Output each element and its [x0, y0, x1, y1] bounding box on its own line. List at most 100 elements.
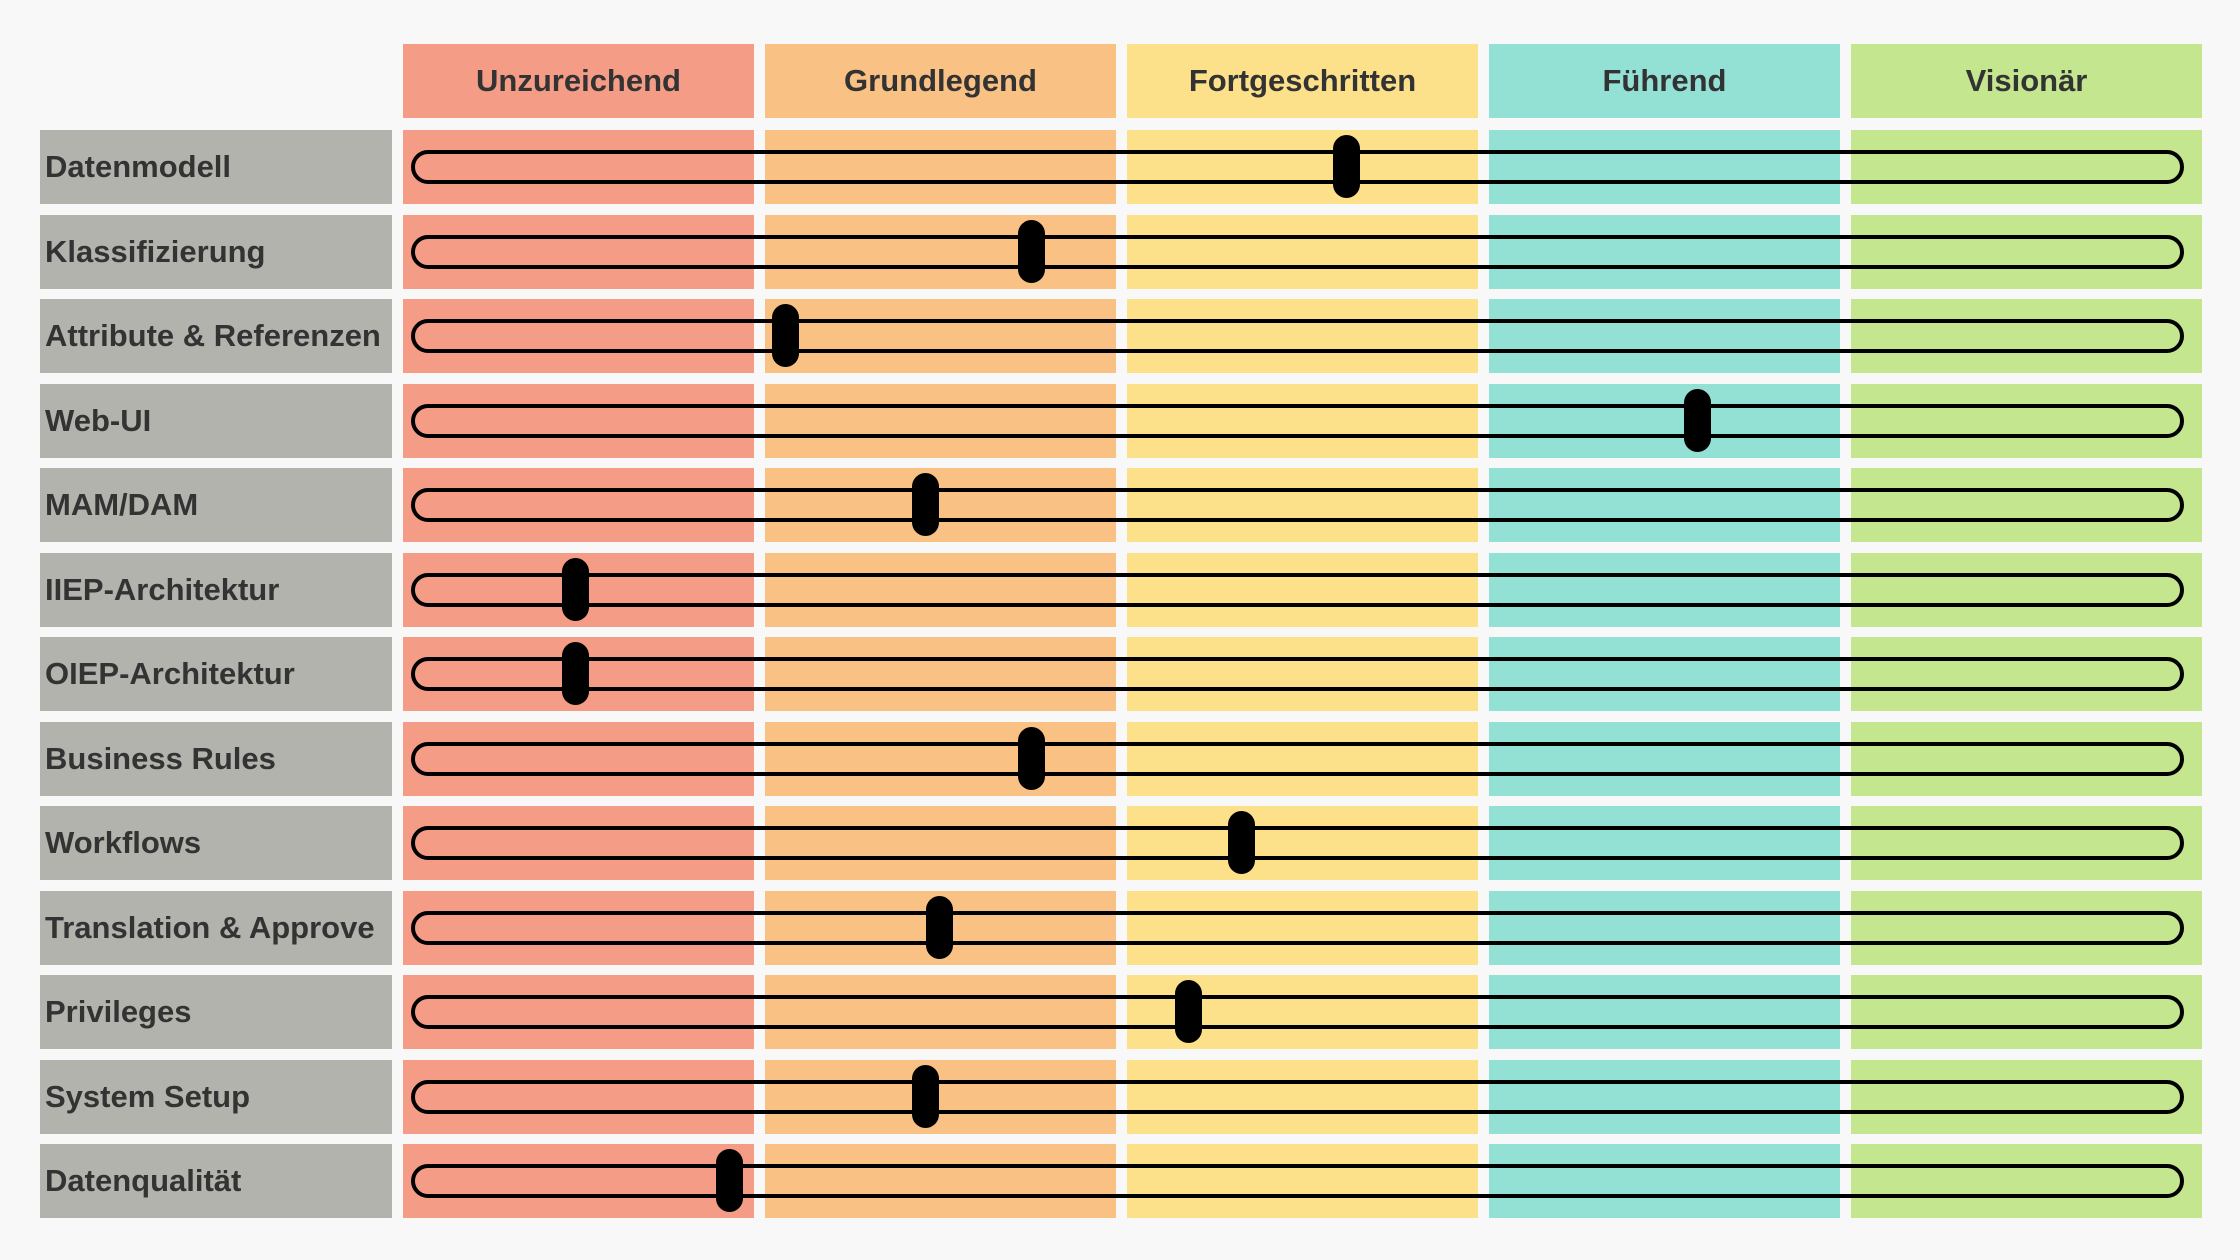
level-band	[403, 384, 754, 458]
level-band	[403, 722, 754, 796]
slider-knob[interactable]	[912, 1065, 939, 1128]
slider-track[interactable]	[411, 911, 2184, 945]
slider-track[interactable]	[411, 150, 2184, 184]
row-label: Business Rules	[40, 722, 392, 796]
level-header: Visionär	[1851, 44, 2202, 118]
slider-track[interactable]	[411, 319, 2184, 353]
level-band	[1851, 806, 2202, 880]
level-band	[1851, 1060, 2202, 1134]
level-band	[1489, 1060, 1840, 1134]
level-band	[1489, 722, 1840, 796]
slider-track[interactable]	[411, 742, 2184, 776]
level-band	[403, 299, 754, 373]
level-band	[1851, 722, 2202, 796]
level-band	[1127, 553, 1478, 627]
level-band	[765, 1144, 1116, 1218]
slider-knob[interactable]	[926, 896, 953, 959]
slider-track[interactable]	[411, 1080, 2184, 1114]
level-band	[1127, 722, 1478, 796]
level-band	[1851, 384, 2202, 458]
row-label: Privileges	[40, 975, 392, 1049]
level-band	[1851, 1144, 2202, 1218]
level-band	[765, 637, 1116, 711]
slider-track[interactable]	[411, 235, 2184, 269]
level-band	[1851, 468, 2202, 542]
level-band	[403, 468, 754, 542]
slider-track[interactable]	[411, 404, 2184, 438]
level-header: Führend	[1489, 44, 1840, 118]
row-label: Translation & Approve	[40, 891, 392, 965]
level-band	[1851, 553, 2202, 627]
level-band	[765, 130, 1116, 204]
level-band	[403, 806, 754, 880]
slider-track[interactable]	[411, 826, 2184, 860]
level-band	[1851, 130, 2202, 204]
level-band	[403, 1060, 754, 1134]
level-band	[1127, 299, 1478, 373]
row-label: System Setup	[40, 1060, 392, 1134]
level-band	[1489, 637, 1840, 711]
row-label: Datenqualität	[40, 1144, 392, 1218]
slider-knob[interactable]	[1228, 811, 1255, 874]
slider-knob[interactable]	[562, 642, 589, 705]
level-band	[1127, 806, 1478, 880]
level-band	[1127, 1060, 1478, 1134]
level-band	[1489, 468, 1840, 542]
level-band	[1489, 299, 1840, 373]
row-label: OIEP-Architektur	[40, 637, 392, 711]
level-band	[765, 975, 1116, 1049]
slider-track[interactable]	[411, 488, 2184, 522]
level-band	[1127, 1144, 1478, 1218]
level-band	[1489, 806, 1840, 880]
level-header: Unzureichend	[403, 44, 754, 118]
level-band	[765, 806, 1116, 880]
level-band	[1127, 384, 1478, 458]
row-label: Attribute & Referenzen	[40, 299, 392, 373]
level-band	[1127, 215, 1478, 289]
level-band	[403, 130, 754, 204]
level-band	[1851, 891, 2202, 965]
level-band	[765, 468, 1116, 542]
level-band	[765, 553, 1116, 627]
level-band	[765, 722, 1116, 796]
level-band	[1127, 637, 1478, 711]
slider-knob[interactable]	[1175, 980, 1202, 1043]
level-band	[1489, 891, 1840, 965]
slider-knob[interactable]	[1018, 220, 1045, 283]
slider-knob[interactable]	[772, 304, 799, 367]
level-band	[403, 1144, 754, 1218]
level-band	[403, 975, 754, 1049]
level-band	[1489, 215, 1840, 289]
slider-knob[interactable]	[562, 558, 589, 621]
slider-track[interactable]	[411, 657, 2184, 691]
level-band	[1851, 299, 2202, 373]
level-band	[1489, 553, 1840, 627]
level-band	[403, 891, 754, 965]
slider-track[interactable]	[411, 995, 2184, 1029]
level-band	[1489, 130, 1840, 204]
level-band	[1851, 975, 2202, 1049]
slider-track[interactable]	[411, 1164, 2184, 1198]
row-label: MAM/DAM	[40, 468, 392, 542]
level-band	[1127, 130, 1478, 204]
slider-knob[interactable]	[1684, 389, 1711, 452]
level-band	[765, 1060, 1116, 1134]
level-header: Grundlegend	[765, 44, 1116, 118]
slider-knob[interactable]	[912, 473, 939, 536]
level-header: Fortgeschritten	[1127, 44, 1478, 118]
row-label: Klassifizierung	[40, 215, 392, 289]
level-band	[765, 215, 1116, 289]
level-band	[1127, 468, 1478, 542]
level-band	[403, 215, 754, 289]
slider-knob[interactable]	[1333, 135, 1360, 198]
level-band	[1127, 891, 1478, 965]
slider-knob[interactable]	[716, 1149, 743, 1212]
slider-knob[interactable]	[1018, 727, 1045, 790]
row-label: IIEP-Architektur	[40, 553, 392, 627]
level-band	[1851, 637, 2202, 711]
row-label: Datenmodell	[40, 130, 392, 204]
slider-track[interactable]	[411, 573, 2184, 607]
level-band	[765, 299, 1116, 373]
level-band	[1489, 975, 1840, 1049]
